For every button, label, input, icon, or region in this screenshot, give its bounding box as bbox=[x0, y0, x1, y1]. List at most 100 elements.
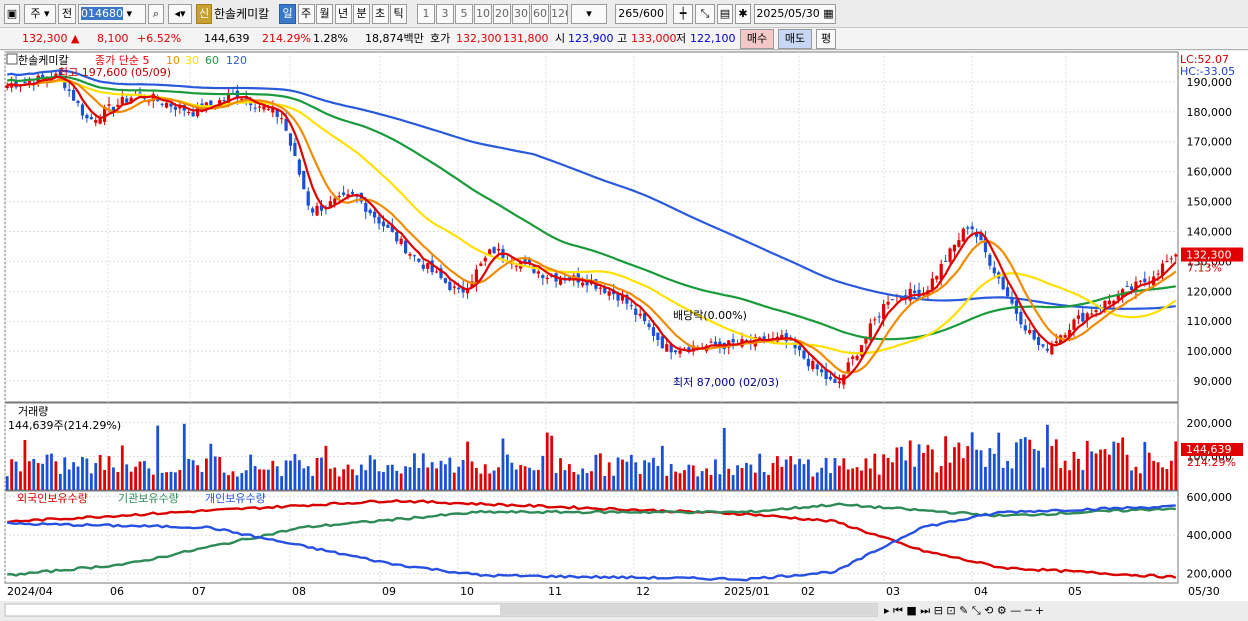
price-tick-0: 190,000 bbox=[1187, 76, 1233, 89]
interval-button-1[interactable]: 1 bbox=[417, 4, 435, 24]
volume-bar bbox=[231, 471, 235, 490]
volume-bar bbox=[1081, 470, 1085, 490]
volume-bar bbox=[656, 465, 660, 490]
candle-body bbox=[828, 376, 833, 380]
candle-body bbox=[784, 333, 788, 342]
tab-6[interactable]: 틱 bbox=[390, 4, 407, 24]
holding-legend-1: 기관보유수량 bbox=[118, 492, 179, 505]
draw-tool-icon[interactable]: ⤡ bbox=[695, 4, 715, 24]
volume-bar bbox=[395, 470, 399, 490]
volume-bar bbox=[1041, 467, 1045, 490]
candle-body bbox=[899, 297, 903, 299]
candle-body bbox=[496, 248, 501, 251]
candle-body bbox=[302, 170, 306, 190]
volume-bar bbox=[877, 474, 881, 490]
interval-dropdown[interactable]: ▾ bbox=[571, 4, 607, 24]
eval-button[interactable]: 평 bbox=[816, 29, 836, 49]
open-price: 123,900 bbox=[568, 32, 614, 45]
volume-bar bbox=[598, 453, 602, 490]
interval-button-5[interactable]: 5 bbox=[455, 4, 473, 24]
volume-bar bbox=[58, 473, 62, 490]
current-price-tag bbox=[1181, 247, 1243, 262]
volume-bar bbox=[1147, 452, 1151, 490]
candle-body bbox=[311, 208, 315, 213]
date-input[interactable]: 2025/05/30 ▦ bbox=[754, 4, 836, 24]
sell-button[interactable]: 매도 bbox=[778, 29, 812, 49]
volume-bar bbox=[922, 452, 925, 490]
stock-code-input[interactable]: 014680 ▾ bbox=[78, 4, 146, 24]
save-icon[interactable]: ▤ bbox=[717, 4, 733, 24]
volume-bar bbox=[1010, 468, 1014, 490]
tab-3[interactable]: 년 bbox=[334, 4, 352, 24]
volume-bar bbox=[235, 476, 239, 490]
interval-button-10[interactable]: 10 bbox=[474, 4, 492, 24]
volume-current-tag bbox=[1181, 443, 1243, 456]
volume-bar bbox=[368, 455, 372, 490]
window-icon[interactable]: ▣ bbox=[4, 4, 20, 24]
candle-body bbox=[913, 290, 917, 293]
candle-body bbox=[629, 305, 633, 307]
candle-body bbox=[138, 92, 142, 94]
volume-bar bbox=[652, 457, 655, 490]
search-icon[interactable]: ⌕ bbox=[148, 4, 164, 24]
count-value: 265 bbox=[618, 7, 640, 20]
volume-bar bbox=[297, 460, 301, 490]
candle-body bbox=[120, 97, 124, 105]
volume-bar bbox=[156, 425, 160, 490]
volume-bar bbox=[510, 462, 514, 490]
volume-bar bbox=[377, 471, 381, 490]
candle-body bbox=[930, 278, 934, 290]
candle-body bbox=[944, 260, 948, 262]
candle-body bbox=[1076, 315, 1081, 319]
candle-body bbox=[665, 344, 669, 352]
price-type-button[interactable]: 전 bbox=[58, 4, 76, 24]
date-value: 2025/05/30 bbox=[756, 7, 820, 20]
interval-button-3[interactable]: 3 bbox=[436, 4, 454, 24]
volume-bar bbox=[846, 469, 850, 490]
gear-icon[interactable]: ✱ bbox=[735, 4, 751, 24]
count-display[interactable]: 265/600 bbox=[615, 4, 667, 24]
volume-bar bbox=[669, 463, 673, 490]
volume-bar bbox=[638, 474, 642, 490]
speaker-icon[interactable]: ◂▾ bbox=[168, 4, 192, 24]
volume-bar bbox=[536, 469, 540, 490]
candle-body bbox=[315, 205, 319, 216]
volume-bar bbox=[134, 466, 137, 490]
candle-body bbox=[877, 316, 881, 318]
volume-bar bbox=[616, 457, 620, 490]
volume-bar bbox=[696, 476, 700, 490]
interval-button-20[interactable]: 20 bbox=[493, 4, 511, 24]
volume-bar bbox=[160, 472, 164, 490]
ma-line-5 bbox=[7, 75, 1177, 381]
candle-type-icon[interactable]: ┿ bbox=[673, 4, 693, 24]
candle-body bbox=[532, 266, 536, 273]
interval-button-30[interactable]: 30 bbox=[512, 4, 530, 24]
candle-body bbox=[802, 350, 806, 359]
volume-bar bbox=[762, 472, 766, 490]
interval-button-60[interactable]: 60 bbox=[531, 4, 549, 24]
tab-1[interactable]: 주 bbox=[297, 4, 315, 24]
volume-bar bbox=[147, 468, 151, 490]
candle-body bbox=[523, 259, 527, 262]
tab-2[interactable]: 월 bbox=[316, 4, 333, 24]
candle-body bbox=[226, 94, 231, 105]
candle-body bbox=[116, 104, 120, 108]
ma-line-120 bbox=[7, 69, 1176, 310]
candle-body bbox=[85, 114, 89, 119]
candle-body bbox=[209, 100, 213, 106]
volume-bar bbox=[731, 475, 735, 490]
volume-bar bbox=[674, 471, 678, 490]
period-select[interactable]: 주 ▾ bbox=[24, 4, 56, 24]
buy-button[interactable]: 매수 bbox=[740, 29, 774, 49]
candle-body bbox=[262, 106, 266, 110]
volume-bar bbox=[806, 459, 810, 490]
tab-0[interactable]: 일 bbox=[279, 4, 296, 24]
tab-4[interactable]: 분 bbox=[353, 4, 370, 24]
candle-body bbox=[461, 287, 465, 293]
ma-line-30 bbox=[7, 79, 1177, 355]
candle-body bbox=[275, 109, 279, 117]
interval-button-120[interactable]: 120 bbox=[550, 4, 568, 24]
tab-5[interactable]: 초 bbox=[371, 4, 389, 24]
candle-body bbox=[882, 304, 886, 319]
